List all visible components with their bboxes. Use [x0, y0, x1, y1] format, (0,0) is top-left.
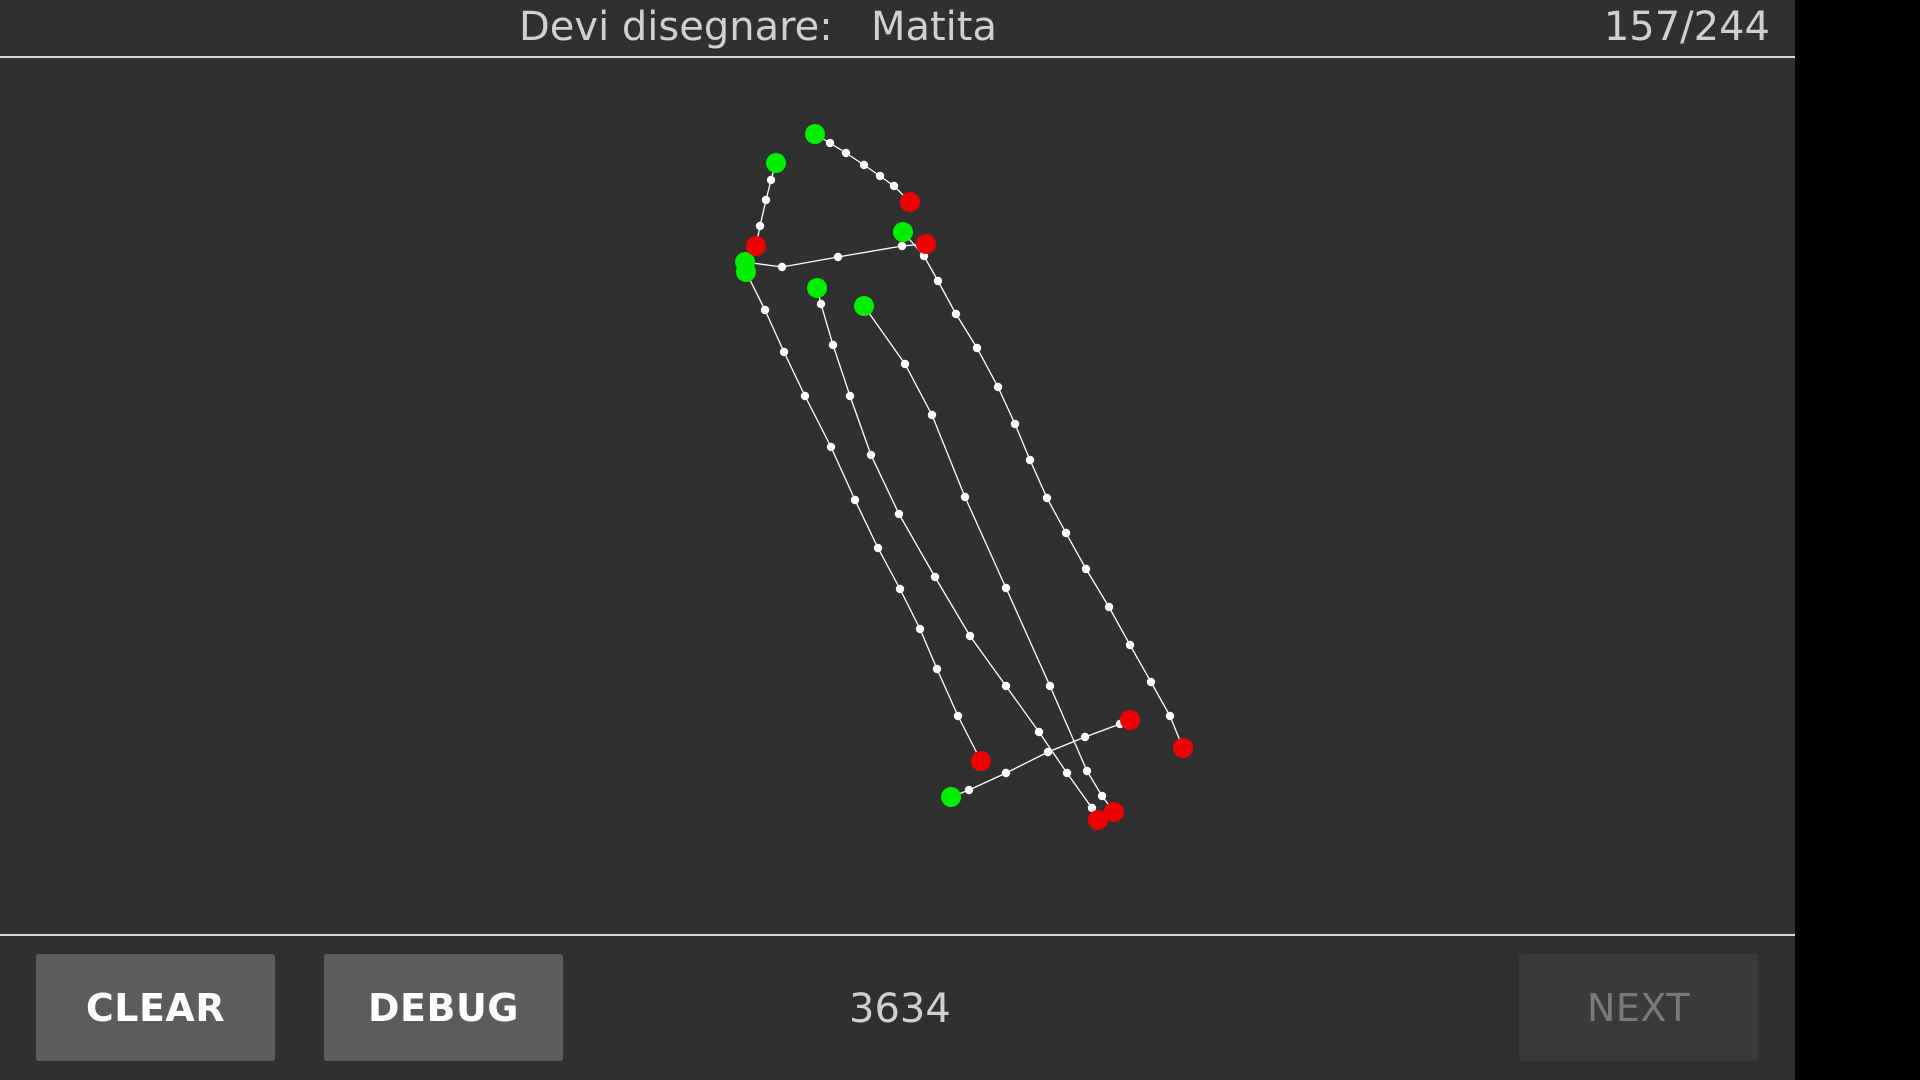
stroke-end-point: [971, 751, 991, 771]
stroke-sample-points: [755, 138, 1175, 813]
stroke-sample-point: [1010, 419, 1020, 429]
stroke-line: [816, 287, 1099, 821]
stroke-end-point: [1088, 810, 1108, 830]
stroke-sample-point: [927, 410, 937, 420]
header-bar: Devi disegnare: Matita 157/244: [0, 0, 1795, 57]
stroke-sample-point: [1061, 528, 1071, 538]
stroke-sample-point: [845, 391, 855, 401]
stroke-sample-point: [1081, 564, 1091, 574]
stroke-sample-point: [897, 241, 907, 251]
stroke-line: [863, 305, 1115, 813]
progress-counter: 157/244: [1603, 4, 1770, 50]
stroke-sample-point: [900, 359, 910, 369]
stroke-sample-point: [965, 631, 975, 641]
stroke-sample-point: [889, 181, 899, 191]
stroke-sample-point: [1104, 602, 1114, 612]
stroke-end-point: [1104, 802, 1124, 822]
header-divider: [0, 56, 1795, 58]
stroke-end-points: [746, 192, 1193, 830]
stroke-start-point: [854, 296, 874, 316]
stroke-start-point: [941, 787, 961, 807]
stroke-sample-point: [841, 148, 851, 158]
stroke-sample-point: [894, 509, 904, 519]
footer-bar: CLEAR DEBUG 3634 NEXT: [0, 936, 1795, 1080]
stroke-sample-point: [826, 442, 836, 452]
stroke-sample-point: [1025, 455, 1035, 465]
stroke-sample-point: [953, 711, 963, 721]
stroke-sample-point: [1082, 766, 1092, 776]
stroke-sample-point: [766, 175, 776, 185]
stroke-sample-point: [1001, 768, 1011, 778]
stroke-line: [755, 162, 777, 247]
stroke-sample-point: [779, 347, 789, 357]
clear-button[interactable]: CLEAR: [36, 954, 275, 1061]
stroke-start-points: [735, 124, 961, 807]
stroke-line: [745, 271, 982, 762]
stroke-sample-point: [755, 221, 765, 231]
stroke-sample-point: [833, 252, 843, 262]
stroke-sample-point: [1097, 791, 1107, 801]
stroke-start-point: [807, 278, 827, 298]
stroke-sample-point: [972, 343, 982, 353]
stroke-sample-point: [866, 450, 876, 460]
stroke-sample-point: [1125, 640, 1135, 650]
stroke-sample-point: [1087, 803, 1097, 813]
stroke-sample-point: [1165, 711, 1175, 721]
stroke-sample-point: [777, 262, 787, 272]
stroke-sample-point: [1042, 493, 1052, 503]
stroke-end-point: [746, 236, 766, 256]
stroke-sample-point: [1045, 681, 1055, 691]
debug-button[interactable]: DEBUG: [324, 954, 563, 1061]
stroke-sample-point: [1001, 681, 1011, 691]
stroke-end-point: [916, 234, 936, 254]
stroke-sample-point: [1043, 747, 1053, 757]
prompt: Devi disegnare: Matita: [519, 4, 997, 50]
stroke-sample-point: [825, 138, 835, 148]
stroke-sample-point: [930, 572, 940, 582]
score-value: 3634: [849, 986, 951, 1032]
stroke-sample-point: [859, 160, 869, 170]
stroke-sample-point: [761, 195, 771, 205]
stroke-sample-point: [828, 340, 838, 350]
stroke-lines: [744, 133, 1184, 821]
stroke-start-point: [766, 153, 786, 173]
stroke-end-point: [1173, 738, 1193, 758]
stroke-sample-point: [895, 584, 905, 594]
stroke-sample-point: [800, 391, 810, 401]
stroke-sample-point: [1080, 732, 1090, 742]
stroke-sample-point: [933, 276, 943, 286]
stroke-start-point: [893, 222, 913, 242]
stroke-sample-point: [960, 492, 970, 502]
next-button: NEXT: [1519, 954, 1758, 1061]
drawing-svg[interactable]: [0, 58, 1795, 934]
stroke-sample-point: [1146, 677, 1156, 687]
stroke-sample-point: [875, 171, 885, 181]
stroke-sample-point: [1001, 583, 1011, 593]
stroke-sample-point: [915, 624, 925, 634]
stroke-sample-point: [1034, 727, 1044, 737]
prompt-label: Devi disegnare:: [519, 4, 833, 50]
stroke-sample-point: [964, 785, 974, 795]
stroke-sample-point: [816, 299, 826, 309]
stroke-sample-point: [873, 543, 883, 553]
stroke-sample-point: [932, 664, 942, 674]
stroke-sample-point: [951, 309, 961, 319]
stroke-end-point: [1120, 710, 1140, 730]
stroke-sample-point: [993, 382, 1003, 392]
stroke-sample-point: [760, 305, 770, 315]
stroke-sample-point: [1062, 768, 1072, 778]
stroke-end-point: [900, 192, 920, 212]
footer-divider: [0, 934, 1795, 936]
stroke-sample-point: [850, 495, 860, 505]
stroke-line: [902, 231, 1184, 749]
stroke-start-point: [736, 262, 756, 282]
drawing-app: Devi disegnare: Matita 157/244 CLEAR DEB…: [0, 0, 1795, 1080]
stroke-start-point: [805, 124, 825, 144]
target-word: Matita: [870, 4, 997, 50]
drawing-canvas[interactable]: [0, 58, 1795, 934]
